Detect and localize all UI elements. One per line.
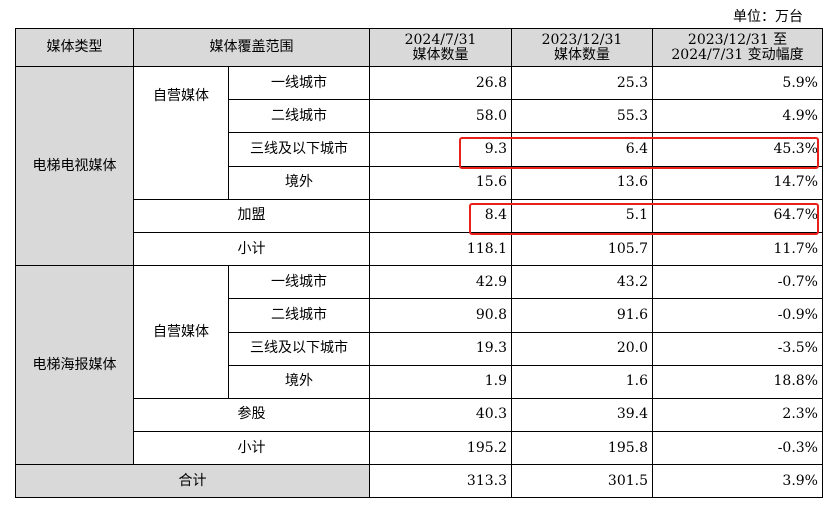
change-value: -0.7% — [652, 265, 823, 300]
header-row: 媒体类型 媒体覆盖范围 2024/7/31 媒体数量 2023/12/31 媒体数量… — [15, 28, 823, 67]
value-2024: 90.8 — [369, 298, 512, 333]
table-row: 二线城市 58.0 55.3 4.9% — [16, 99, 823, 134]
value-2023: 20.0 — [511, 331, 653, 366]
coverage-label: 三线及以下城市 — [228, 132, 370, 167]
value-2024: 1.9 — [369, 364, 512, 399]
value-2024: 40.3 — [369, 397, 512, 433]
header-2023: 2023/12/31 媒体数量 — [511, 28, 653, 67]
change-value: 3.9% — [652, 464, 823, 499]
coverage-label: 三线及以下城市 — [228, 331, 370, 366]
value-2023: 1.6 — [511, 364, 653, 399]
value-2024: 15.6 — [369, 165, 512, 200]
value-2023: 301.5 — [511, 464, 653, 499]
table-row: 加盟 8.4 5.1 64.7% — [16, 198, 823, 233]
header-change: 2023/12/31 至 2024/7/31 变动幅度 — [652, 28, 823, 67]
header-media-type: 媒体类型 — [15, 28, 134, 67]
header-coverage: 媒体覆盖范围 — [133, 28, 370, 67]
change-value: -3.5% — [652, 331, 823, 366]
value-2023: 55.3 — [511, 99, 653, 134]
value-2024: 313.3 — [369, 464, 512, 499]
group-name: 电梯海报媒体 — [15, 265, 134, 466]
equity-stake-label: 参股 — [133, 397, 370, 433]
change-value: 18.8% — [652, 364, 823, 399]
subtotal-label: 小计 — [133, 431, 370, 466]
total-label: 合计 — [15, 464, 370, 499]
value-2023: 13.6 — [511, 165, 653, 200]
table-row: 参股 40.3 39.4 2.3% — [16, 397, 823, 433]
table-row: 电梯海报媒体 自营媒体 一线城市 42.9 43.2 -0.7% — [15, 265, 823, 466]
subtotal-label: 小计 — [133, 231, 370, 267]
media-count-table: 媒体类型 媒体覆盖范围 2024/7/31 媒体数量 2023/12/31 媒体数量… — [15, 28, 823, 499]
change-value: 11.7% — [652, 231, 823, 267]
value-2023: 6.4 — [511, 132, 653, 167]
table-row: 三线及以下城市 19.3 20.0 -3.5% — [16, 331, 823, 366]
value-2024: 8.4 — [369, 198, 512, 233]
value-2023: 105.7 — [511, 231, 653, 267]
table-row: 境外 15.6 13.6 14.7% — [16, 165, 823, 200]
coverage-label: 一线城市 — [228, 265, 370, 300]
change-value: 45.3% — [652, 132, 823, 167]
header-2024: 2024/7/31 媒体数量 — [369, 28, 512, 67]
franchise-label: 加盟 — [133, 198, 370, 233]
change-value: 64.7% — [652, 198, 823, 233]
coverage-label: 境外 — [228, 364, 370, 399]
table-row: 境外 1.9 1.6 18.8% — [16, 364, 823, 399]
change-value: -0.3% — [652, 431, 823, 466]
unit-label: 单位：万台 — [733, 9, 803, 25]
change-value: 2.3% — [652, 397, 823, 433]
coverage-label: 一线城市 — [228, 65, 370, 101]
value-2023: 39.4 — [511, 397, 653, 433]
self-operated-label: 自营媒体 — [133, 66, 229, 200]
table-row: 二线城市 90.8 91.6 -0.9% — [16, 298, 823, 333]
total-row: 合计 313.3 301.5 3.9% — [15, 464, 823, 499]
table-row: 电梯电视媒体 自营媒体 一线城市 26.8 25.3 5.9% — [15, 65, 823, 267]
coverage-label: 二线城市 — [228, 298, 370, 333]
subtotal-row: 小计 195.2 195.8 -0.3% — [16, 431, 823, 466]
self-operated-label: 自营媒体 — [133, 265, 229, 399]
change-value: -0.9% — [652, 298, 823, 333]
value-2024: 42.9 — [369, 265, 512, 300]
value-2023: 25.3 — [511, 65, 653, 101]
value-2023: 5.1 — [511, 198, 653, 233]
value-2023: 91.6 — [511, 298, 653, 333]
coverage-label: 境外 — [228, 165, 370, 200]
change-value: 4.9% — [652, 99, 823, 134]
change-value: 14.7% — [652, 165, 823, 200]
value-2024: 58.0 — [369, 99, 512, 134]
value-2023: 195.8 — [511, 431, 653, 466]
subtotal-row: 小计 118.1 105.7 11.7% — [16, 231, 823, 267]
value-2024: 26.8 — [369, 65, 512, 101]
coverage-label: 二线城市 — [228, 99, 370, 134]
value-2023: 43.2 — [511, 265, 653, 300]
value-2024: 9.3 — [369, 132, 512, 167]
group-name: 电梯电视媒体 — [15, 65, 134, 267]
value-2024: 19.3 — [369, 331, 512, 366]
value-2024: 118.1 — [369, 231, 512, 267]
change-value: 5.9% — [652, 65, 823, 101]
value-2024: 195.2 — [369, 431, 512, 466]
